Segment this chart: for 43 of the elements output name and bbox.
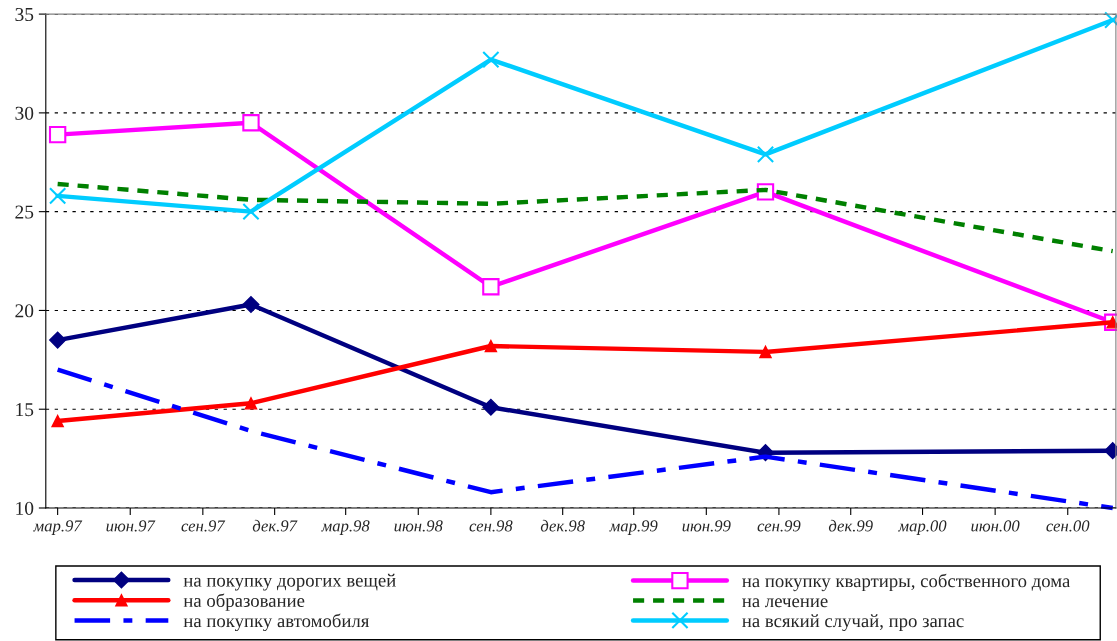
point [484, 339, 498, 353]
point [482, 50, 500, 69]
point [759, 345, 772, 359]
y-tick-label: 35 [15, 7, 34, 22]
y-tick-label: 20 [15, 304, 34, 318]
x-tick-label: сен.98 [469, 520, 513, 532]
point [49, 331, 67, 349]
point [48, 187, 67, 205]
x-tick-label: июн.98 [394, 520, 443, 532]
legend-label: на покупку дорогих вещей [183, 573, 396, 591]
legend-label: на покупку автомобиля [183, 613, 370, 632]
point [242, 295, 260, 314]
x-tick-label: июн.97 [106, 520, 156, 532]
x-tick-label: сен.99 [757, 520, 801, 532]
point [51, 414, 64, 428]
point [482, 398, 500, 416]
point [242, 114, 260, 132]
y-tick-label: 25 [15, 205, 34, 219]
x-tick-label: дек.97 [252, 519, 298, 532]
point [244, 397, 258, 410]
x-tick-label: мар.97 [33, 520, 83, 535]
x-tick-label: мар.00 [897, 520, 947, 535]
y-tick-label: 10 [16, 501, 34, 515]
line-series [55, 367, 1115, 511]
point [48, 125, 67, 144]
x-tick-label: дек.99 [828, 519, 873, 532]
x-tick-label: июн.99 [682, 520, 731, 532]
line-series [55, 181, 1115, 254]
legend-label: на лечение [742, 598, 828, 608]
point [756, 145, 775, 164]
x-tick-label: мар.99 [609, 520, 658, 535]
point [242, 202, 260, 221]
x-tick-label: июн.00 [971, 520, 1020, 532]
legend-label: на образование [183, 593, 305, 611]
point [482, 278, 500, 296]
y-tick-label: 15 [16, 403, 34, 417]
x-tick-label: дек.98 [540, 519, 585, 532]
x-tick-label: сен.00 [1046, 520, 1090, 532]
x-tick-label: мар.98 [321, 520, 370, 535]
x-tick-label: сен.97 [181, 520, 226, 532]
y-tick-label: 30 [15, 106, 34, 120]
legend-label: на покупку квартиры, собственного дома [742, 573, 1071, 592]
legend-label: на всякий случай, про запас [742, 614, 964, 632]
